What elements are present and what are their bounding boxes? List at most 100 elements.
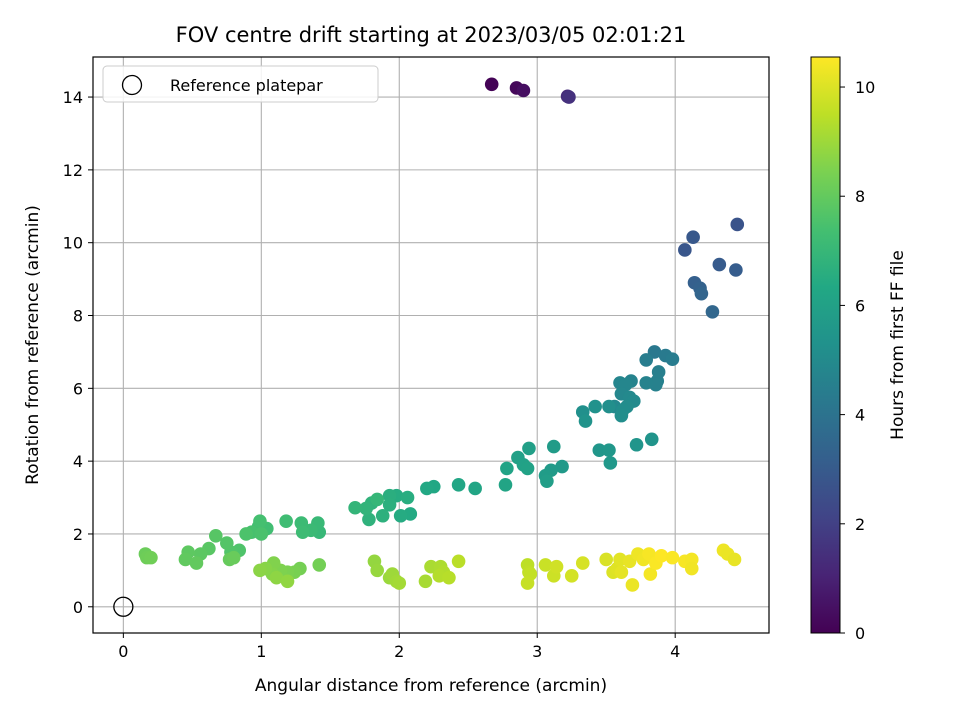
legend-box	[102, 65, 379, 103]
data-point	[639, 353, 654, 367]
data-point	[665, 550, 680, 565]
data-point	[295, 525, 310, 539]
data-point	[614, 565, 629, 579]
data-point	[393, 508, 408, 523]
data-point	[520, 461, 535, 476]
data-point	[602, 399, 616, 414]
colorbar-tick-label: 8	[855, 187, 865, 206]
data-point	[727, 552, 742, 567]
reference-marker	[113, 596, 134, 617]
chart-title: FOV centre drift starting at 2023/03/05 …	[176, 23, 687, 47]
y-tick-label: 6	[73, 379, 83, 398]
data-point	[592, 443, 607, 458]
y-tick-label: 14	[63, 88, 83, 107]
data-point	[555, 459, 569, 474]
data-point	[253, 563, 267, 578]
data-point	[484, 77, 499, 92]
data-point	[420, 481, 434, 496]
x-axis-ticks: 0 1 2 3 4	[118, 633, 680, 661]
data-point	[312, 558, 327, 572]
y-tick-label: 0	[73, 598, 83, 617]
y-tick-label: 4	[73, 452, 83, 471]
colorbar-tick-label: 2	[855, 515, 865, 534]
data-point	[189, 556, 204, 570]
data-point	[684, 561, 699, 576]
data-point	[564, 569, 579, 583]
data-point	[362, 512, 376, 527]
data-point	[644, 432, 659, 447]
data-point	[665, 352, 680, 366]
data-point	[549, 559, 564, 574]
y-axis-label: Rotation from reference (arcmin)	[23, 205, 43, 485]
data-point	[370, 492, 384, 507]
data-point	[603, 456, 618, 470]
data-point	[253, 514, 267, 529]
data-point	[730, 217, 745, 232]
data-point	[520, 576, 535, 590]
colorbar-label: Hours from first FF file	[888, 250, 908, 440]
data-point	[468, 481, 482, 496]
data-point	[522, 441, 536, 456]
legend-label: Reference platepar	[170, 76, 323, 95]
data-point	[562, 90, 576, 104]
data-point	[451, 554, 466, 569]
data-point	[538, 558, 553, 572]
data-point	[625, 578, 640, 592]
colorbar-tick-label: 0	[855, 624, 865, 643]
y-tick-label: 10	[63, 234, 83, 253]
x-axis-label: Angular distance from reference (arcmin)	[255, 676, 607, 696]
y-tick-label: 8	[73, 307, 83, 326]
data-point	[226, 550, 241, 565]
grid-lines	[93, 57, 769, 633]
y-axis-ticks: 0 2 4 6 8 10 12 14	[63, 88, 93, 617]
data-point	[686, 230, 700, 245]
colorbar-ticks: 0 2 4 6 8 10	[840, 78, 875, 643]
data-point	[348, 500, 362, 515]
data-point	[639, 376, 654, 390]
data-point	[451, 478, 466, 492]
x-tick-label: 2	[394, 642, 404, 661]
y-tick-label: 12	[63, 161, 83, 180]
data-point	[500, 461, 514, 476]
data-point	[629, 437, 644, 452]
data-point	[382, 498, 397, 512]
y-tick-label: 2	[73, 525, 83, 544]
data-point	[424, 559, 438, 574]
legend-marker	[121, 74, 143, 96]
x-tick-label: 1	[256, 642, 266, 661]
plot-frame	[92, 56, 770, 634]
data-point	[279, 514, 293, 529]
data-point	[442, 570, 456, 585]
data-point	[370, 563, 384, 578]
reference-point	[113, 596, 134, 617]
data-point	[578, 414, 593, 428]
data-point	[418, 574, 433, 589]
data-point	[239, 527, 253, 541]
data-point	[359, 501, 373, 516]
colorbar-tick-label: 10	[855, 78, 875, 97]
data-point	[588, 399, 602, 414]
data-point	[269, 570, 284, 585]
data-point	[614, 408, 629, 423]
data-point	[144, 550, 158, 565]
data-point	[575, 556, 590, 570]
data-point	[654, 549, 669, 563]
data-point	[729, 263, 743, 277]
colorbar-tick-label: 4	[855, 406, 865, 425]
data-point	[678, 243, 692, 257]
data-point	[400, 490, 415, 505]
data-points	[138, 77, 745, 592]
x-tick-label: 0	[118, 642, 128, 661]
data-point	[540, 474, 554, 488]
x-tick-label: 3	[532, 642, 542, 661]
colorbar	[810, 56, 841, 634]
data-point	[516, 83, 531, 98]
data-point	[712, 257, 727, 272]
data-point	[498, 478, 513, 492]
data-point	[705, 305, 720, 319]
data-point	[546, 439, 561, 454]
data-point	[280, 574, 295, 589]
data-point	[208, 528, 223, 543]
data-point	[254, 527, 269, 541]
data-point	[220, 536, 234, 550]
